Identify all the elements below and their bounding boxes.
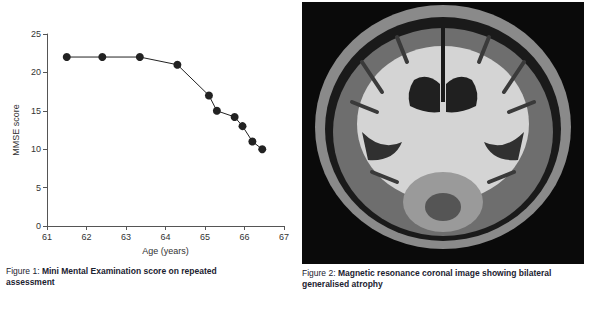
html-text:Figure 1: Mini Mental Examinat: Figure 1: Mini Mental Examination score … (6, 266, 217, 287)
svg-text:20: 20 (31, 67, 41, 77)
svg-text:66: 66 (239, 232, 249, 242)
svg-text:63: 63 (121, 232, 131, 242)
svg-text:MMSE score: MMSE score (11, 104, 21, 156)
svg-text:Age (years): Age (years) (142, 246, 189, 256)
svg-text:67: 67 (279, 232, 289, 242)
svg-text:5: 5 (36, 183, 41, 193)
svg-text:61: 61 (42, 232, 52, 242)
svg-text:0: 0 (36, 221, 41, 231)
svg-text:65: 65 (200, 232, 210, 242)
svg-text:25: 25 (31, 29, 41, 39)
svg-text:64: 64 (160, 232, 170, 242)
svg-text:10: 10 (31, 144, 41, 154)
html-text:Figure 2: Magnetic resonance c: Figure 2: Magnetic resonance coronal ima… (302, 268, 552, 289)
svg-text:62: 62 (81, 232, 91, 242)
svg-text:15: 15 (31, 106, 41, 116)
